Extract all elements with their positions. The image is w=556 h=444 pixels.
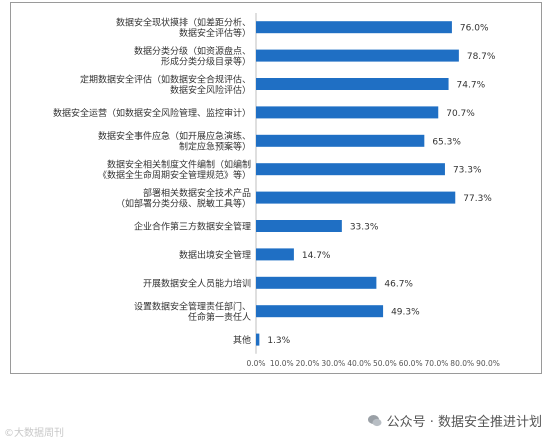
category-label: 数据分类分级（如资源盘点、形成分类分级目录等） bbox=[134, 45, 251, 68]
data-label: 70.7% bbox=[446, 109, 475, 119]
category-label: 部署相关数据安全技术产品（如部署分类分级、脱敏工具等） bbox=[116, 187, 251, 210]
data-label: 1.3% bbox=[267, 336, 290, 346]
x-tick-label: 40.0% bbox=[347, 359, 371, 368]
category-label: 开展数据安全人员能力培训 bbox=[143, 277, 251, 289]
data-label: 14.7% bbox=[302, 251, 331, 261]
category-label: 数据安全运营（如数据安全风险管理、监控审计） bbox=[53, 107, 251, 119]
wechat-footer: 公众号 · 数据安全推进计划 bbox=[367, 411, 542, 430]
bar bbox=[256, 21, 452, 34]
category-label: 数据安全事件应急（如开展应急演练、制定应急预案等） bbox=[98, 130, 251, 153]
bar bbox=[256, 78, 449, 90]
category-label: 定期数据安全评估（如数据安全合规评估、数据安全风险评估） bbox=[80, 73, 251, 96]
data-label: 73.3% bbox=[453, 166, 482, 176]
x-tick-label: 90.0% bbox=[476, 359, 500, 368]
bar bbox=[256, 248, 294, 261]
bar bbox=[256, 220, 342, 232]
data-label: 76.0% bbox=[460, 24, 489, 34]
data-label: 74.7% bbox=[457, 81, 486, 91]
watermark-text: ©大数据周刊 bbox=[4, 428, 64, 439]
category-label: 其他 bbox=[233, 334, 251, 346]
bar bbox=[256, 163, 445, 176]
x-tick-label: 50.0% bbox=[373, 359, 397, 368]
x-tick-label: 80.0% bbox=[450, 359, 474, 368]
data-label: 46.7% bbox=[384, 279, 413, 289]
category-label: 数据出境安全管理 bbox=[179, 249, 251, 261]
bar bbox=[256, 333, 260, 346]
bar-chart: 数据安全现状摸排（如差距分析、数据安全评估等） 76.0% 数据分类分级（如资源盘点… bbox=[53, 13, 500, 368]
category-label: 数据安全现状摸排（如差距分析、数据安全评估等） bbox=[116, 16, 251, 39]
bar bbox=[256, 276, 377, 289]
account-name: 公众号 · 数据安全推进计划 bbox=[386, 415, 542, 430]
chart-frame: 数据安全现状摸排（如差距分析、数据安全评估等） 76.0% 数据分类分级（如资源盘点… bbox=[10, 2, 542, 374]
data-label: 49.3% bbox=[391, 308, 420, 318]
data-label: 33.3% bbox=[350, 223, 379, 233]
x-tick-label: 60.0% bbox=[399, 359, 423, 368]
bar bbox=[256, 305, 384, 318]
wechat-icon bbox=[367, 413, 383, 429]
data-label: 78.7% bbox=[467, 52, 496, 62]
category-label: 设置数据安全管理责任部门、任命第一责任人 bbox=[134, 300, 251, 323]
data-label: 77.3% bbox=[463, 194, 492, 204]
bar bbox=[256, 49, 459, 62]
x-tick-label: 30.0% bbox=[321, 359, 345, 368]
bar bbox=[256, 191, 456, 204]
x-tick-label: 0.0% bbox=[246, 359, 265, 368]
bar bbox=[256, 134, 425, 147]
x-tick-label: 20.0% bbox=[296, 359, 320, 368]
x-tick-label: 70.0% bbox=[425, 359, 449, 368]
category-label: 数据安全相关制度文件编制（如编制《数据全生命周期安全管理规范》等） bbox=[98, 158, 251, 181]
bar bbox=[256, 106, 439, 119]
data-label: 65.3% bbox=[432, 137, 461, 147]
x-tick-label: 10.0% bbox=[270, 359, 294, 368]
category-label: 企业合作第三方数据安全管理 bbox=[134, 221, 251, 233]
